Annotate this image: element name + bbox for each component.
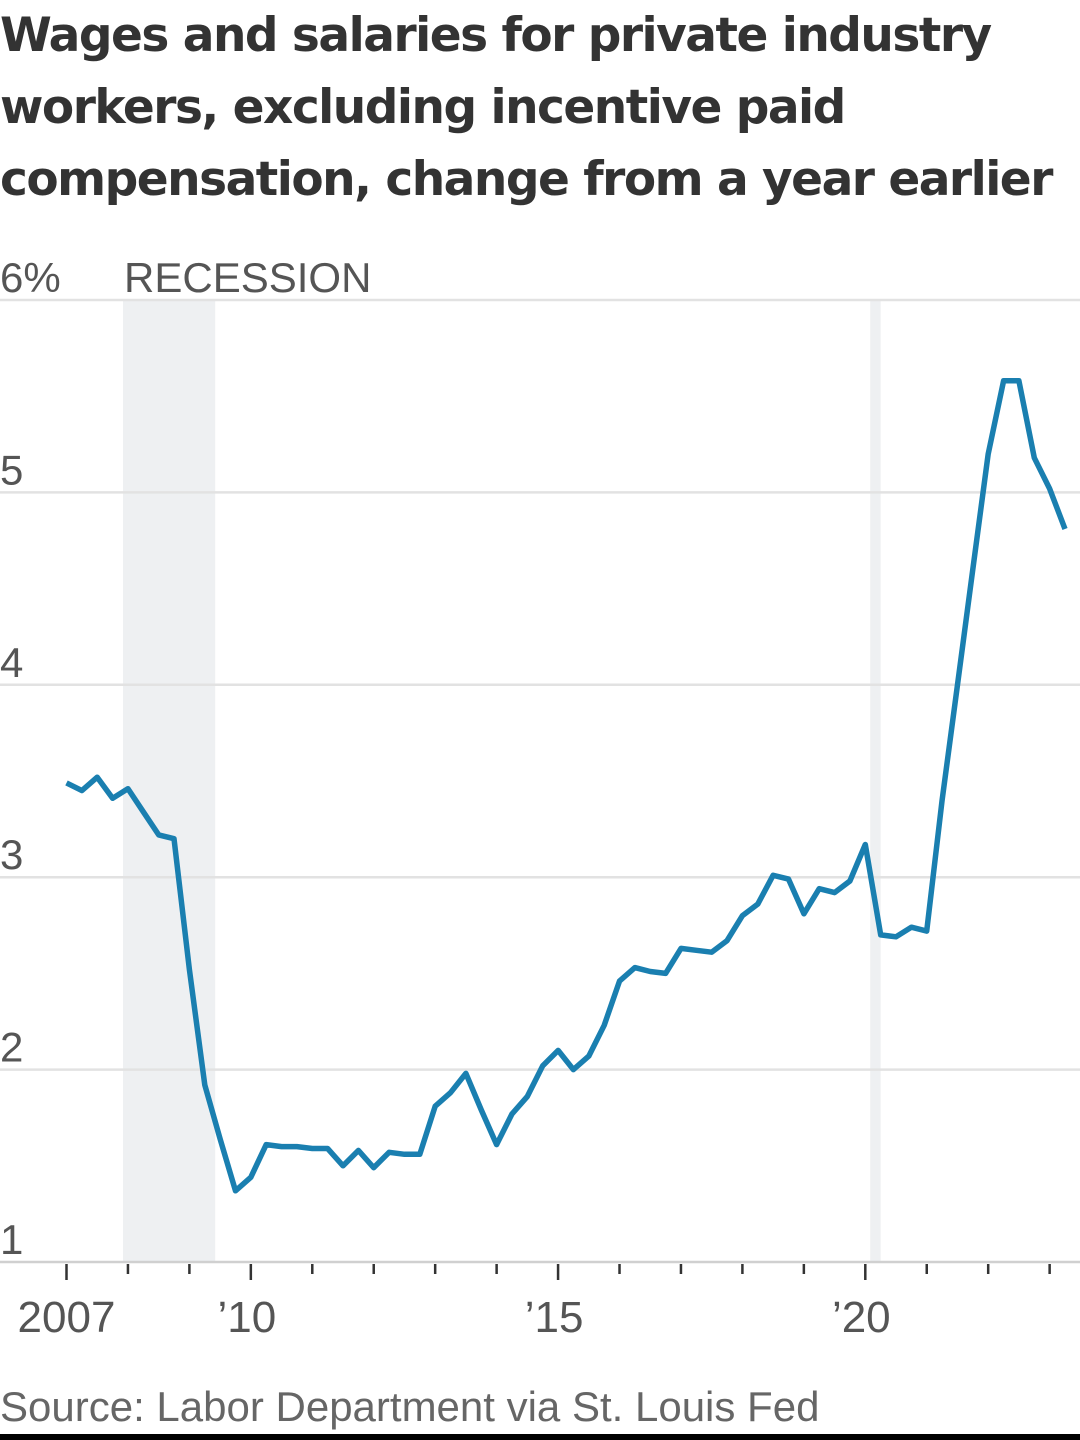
y-tick-label: 1 bbox=[0, 1216, 23, 1263]
recession-labels: RECESSION bbox=[124, 254, 371, 301]
line-chart: 2007 ’10 ’15 ’20 1 2 3 4 5 6% RECESSION bbox=[0, 254, 1080, 1342]
y-tick-label: 3 bbox=[0, 831, 23, 878]
recession-band bbox=[123, 300, 216, 1262]
bottom-border bbox=[0, 1434, 1080, 1440]
y-tick-label: 5 bbox=[0, 446, 23, 493]
recession-bands bbox=[123, 300, 881, 1262]
x-axis: 2007 ’10 ’15 ’20 bbox=[0, 1260, 1080, 1342]
x-tick-label: 2007 bbox=[18, 1293, 116, 1342]
x-tick-label: ’10 bbox=[217, 1293, 276, 1342]
recession-label: RECESSION bbox=[124, 254, 371, 301]
y-tick-label: 2 bbox=[0, 1024, 23, 1071]
source-note: Source: Labor Department via St. Louis F… bbox=[0, 1383, 820, 1430]
y-axis-labels: 1 2 3 4 5 6% bbox=[0, 254, 61, 1263]
chart-title: Wages and salaries for private industry … bbox=[0, 8, 1053, 207]
x-tick-label: ’15 bbox=[525, 1293, 584, 1342]
y-tick-label: 6% bbox=[0, 254, 61, 301]
y-tick-label: 4 bbox=[0, 639, 23, 686]
x-tick-label: ’20 bbox=[832, 1293, 891, 1342]
recession-band bbox=[870, 300, 881, 1262]
wage-growth-line bbox=[65, 378, 1068, 1194]
series-line bbox=[65, 378, 1068, 1194]
